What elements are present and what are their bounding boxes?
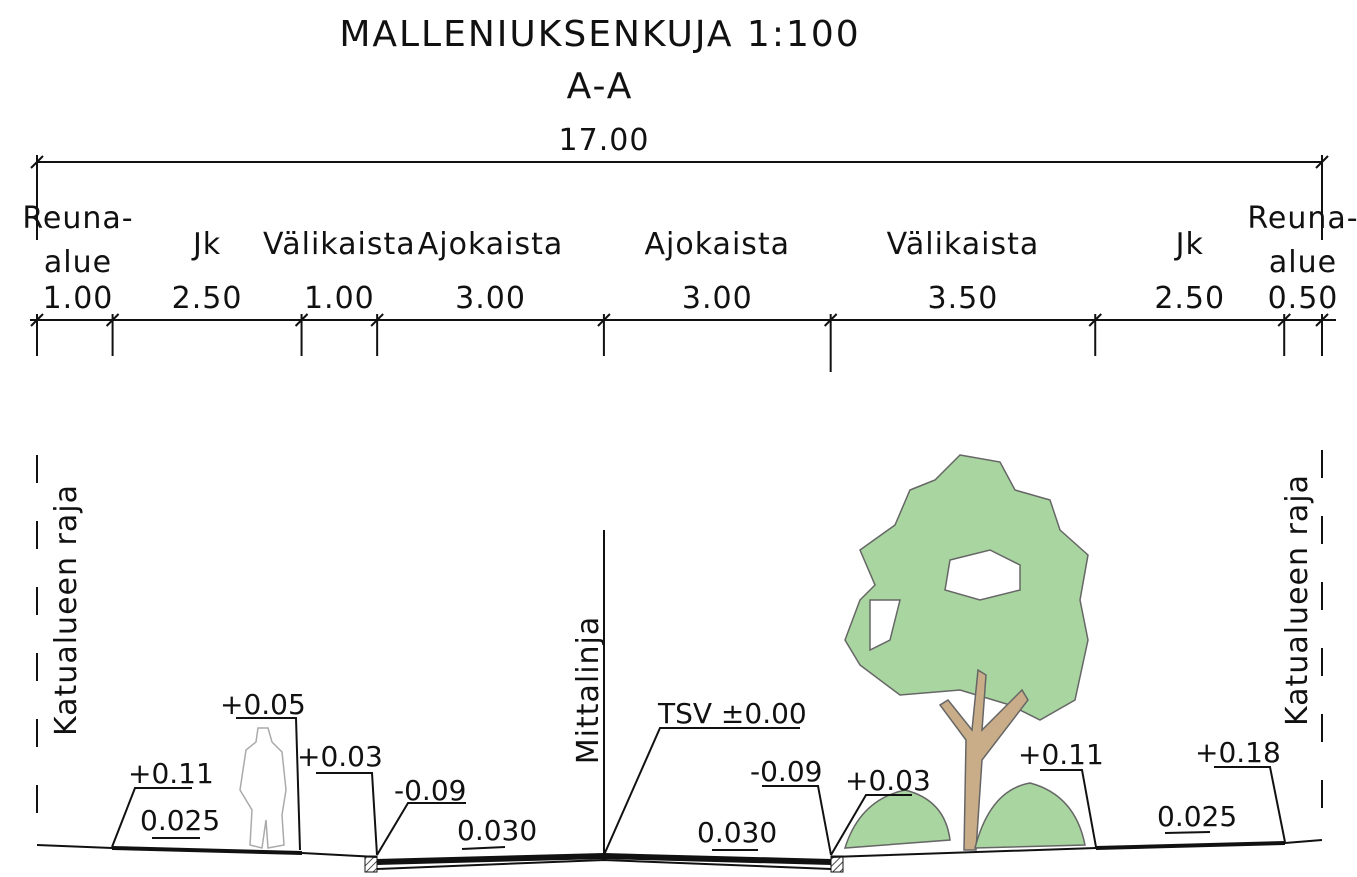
dim-tick xyxy=(105,313,120,327)
elevation: TSV ±0.00 xyxy=(657,697,807,730)
slope: 0.030 xyxy=(697,816,777,849)
elevation: +0.03 xyxy=(297,740,383,773)
total-width: 17.00 xyxy=(559,123,650,158)
section-name: A-A xyxy=(567,66,634,107)
roadway xyxy=(376,852,832,865)
centerline-label: Mittalinja xyxy=(571,616,606,765)
tree xyxy=(843,454,1089,851)
walkway xyxy=(111,846,303,855)
dim-tick xyxy=(30,155,44,169)
section-label: Ajokaista xyxy=(645,227,791,262)
section-label: Välikaista xyxy=(263,227,416,262)
person xyxy=(239,727,287,849)
leader xyxy=(830,794,912,856)
section-label: Jk xyxy=(1174,227,1204,262)
dimension-lines xyxy=(30,155,1336,321)
dim-tick xyxy=(1088,313,1102,327)
leader xyxy=(316,772,378,856)
dim-tick xyxy=(370,313,384,327)
roadway-base xyxy=(376,858,832,870)
section-label: Välikaista xyxy=(887,227,1040,262)
leader xyxy=(603,727,800,856)
leader xyxy=(376,802,466,856)
section-label: Jk xyxy=(191,227,221,262)
section-width: 3.50 xyxy=(928,281,999,316)
dim-tick xyxy=(294,313,309,327)
leader xyxy=(236,717,301,851)
section-label: alue xyxy=(44,245,112,280)
curb xyxy=(364,855,378,873)
leader xyxy=(111,787,192,848)
elevation: +0.18 xyxy=(1195,736,1281,769)
section-label: Reuna- xyxy=(1247,201,1357,236)
slope-arrow xyxy=(1164,831,1211,834)
elevation: -0.09 xyxy=(750,755,822,788)
elevation: +0.11 xyxy=(1018,738,1104,771)
section-width: 2.50 xyxy=(172,281,243,316)
leader xyxy=(762,785,832,856)
dim-tick xyxy=(30,313,44,327)
elevation: -0.09 xyxy=(394,774,466,807)
slope: 0.025 xyxy=(140,804,220,837)
dim-tick xyxy=(1315,155,1329,169)
leader xyxy=(1040,769,1097,848)
dim-tick xyxy=(823,313,838,327)
elevation: +0.05 xyxy=(220,688,306,721)
title: MALLENIUKSENKUJA 1:100 xyxy=(339,14,860,55)
section-width: 1.00 xyxy=(43,281,114,316)
dim-tick xyxy=(1277,313,1291,327)
section-width: 1.00 xyxy=(304,281,375,316)
dim-tick xyxy=(597,313,611,327)
boundary-label: Katualueen raja xyxy=(49,484,84,736)
section-width: 3.00 xyxy=(682,281,753,316)
elevation: +0.11 xyxy=(128,757,214,790)
section-label: alue xyxy=(1269,245,1337,280)
slope-arrow xyxy=(461,846,506,850)
slope: 0.030 xyxy=(457,814,537,847)
elevation: +0.03 xyxy=(845,764,931,797)
section-label: Ajokaista xyxy=(418,227,564,262)
dim-tick xyxy=(1315,313,1329,327)
section-width: 0.50 xyxy=(1268,281,1339,316)
leaders xyxy=(111,717,1286,856)
leader xyxy=(1214,766,1286,843)
walkway xyxy=(1095,841,1286,850)
section-width: 2.50 xyxy=(1154,281,1225,316)
slope: 0.025 xyxy=(1157,800,1237,833)
boundary-label: Katualueen raja xyxy=(1280,474,1315,726)
section-label: Reuna- xyxy=(22,201,133,236)
section-width: 3.00 xyxy=(455,281,526,316)
curb xyxy=(830,855,844,873)
